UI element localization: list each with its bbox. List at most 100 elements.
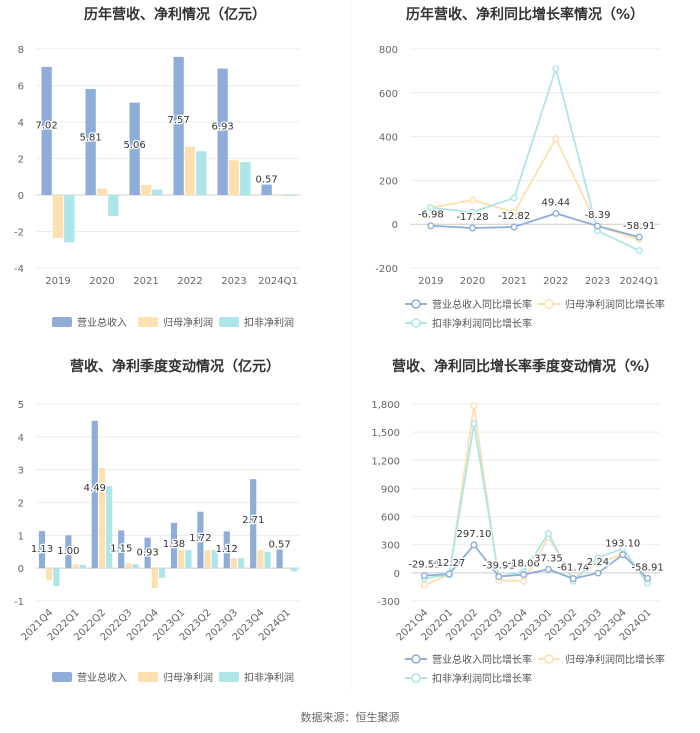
x-tick-label: 2021 (501, 276, 526, 287)
data-label: -8.39 (585, 210, 611, 221)
bar (91, 420, 98, 569)
data-label: 0.93 (136, 547, 158, 558)
series-line (430, 65, 640, 252)
bar (38, 531, 46, 569)
bar (204, 550, 211, 569)
bar (96, 188, 108, 195)
data-label: 1.00 (57, 546, 79, 557)
data-point (470, 420, 478, 428)
data-label: 1.13 (31, 544, 53, 555)
x-tick-label: 2019 (418, 276, 443, 287)
bar (125, 563, 132, 569)
bar (173, 56, 184, 195)
bar (211, 550, 218, 569)
bar (264, 551, 271, 569)
y-tick-label: 200 (379, 176, 398, 187)
data-label: 5.81 (80, 133, 102, 144)
legend-label: 扣非净利润 (244, 671, 294, 684)
data-point (593, 222, 601, 230)
bar (98, 468, 106, 569)
y-tick-label: -4 (14, 264, 24, 275)
data-label: -12.82 (498, 211, 530, 222)
y-tick-label: 600 (379, 89, 398, 100)
data-label: 1.12 (216, 544, 238, 555)
annual-revenue-profit-panel: 历年营收、净利情况（亿元） -4 -2 0 2 4 6 8 2019 2020 2021 2022 2… (0, 0, 350, 345)
bar (276, 549, 283, 569)
quarterly-revenue-profit-panel: 营收、净利季度变动情况（亿元） -1 0 1 2 3 4 5 2021Q4 2022Q1 2022… (0, 350, 350, 695)
legend-swatch (219, 317, 239, 327)
data-point (635, 246, 643, 254)
bar (65, 535, 72, 569)
bar (106, 486, 113, 569)
legend-swatch (411, 299, 421, 309)
data-point (544, 565, 552, 573)
legend-label: 营业总收入 (77, 316, 127, 329)
legend-label: 营业总收入 (77, 671, 127, 684)
y-tick-label: 5 (18, 400, 24, 411)
chart-title: 历年营收、净利同比增长率情况（%） (405, 7, 645, 23)
panel-divider (350, 0, 351, 690)
data-label: 49.44 (542, 197, 571, 208)
bar (223, 531, 230, 569)
x-tick-label: 2020 (89, 276, 114, 287)
legend-label: 归母净利润同比增长率 (565, 653, 665, 666)
legend-swatch (138, 672, 158, 682)
data-label: 7.02 (36, 121, 58, 132)
data-label: -17.28 (456, 212, 488, 223)
bar (290, 568, 298, 572)
bar (178, 550, 185, 569)
legend-label: 归母净利润同比增长率 (565, 298, 665, 311)
data-label: -18.06 (507, 559, 539, 570)
bar (118, 530, 125, 569)
y-tick-label: 800 (379, 45, 398, 56)
data-point (569, 575, 577, 583)
data-point (510, 223, 518, 231)
series-line (424, 543, 649, 580)
data-label: 37.35 (534, 553, 563, 564)
bar (52, 195, 64, 238)
y-tick-label: 400 (379, 133, 398, 144)
y-tick-label: -200 (375, 264, 398, 275)
x-tick-label: 2022 (543, 276, 568, 287)
legend-swatch (544, 654, 554, 664)
annual-growth-chart: -200 0 200 400 600 800 2019 2020 2021 2022 2023 202… (375, 45, 665, 330)
data-label: 2.24 (587, 557, 609, 568)
data-point (644, 574, 652, 582)
y-tick-label: -300 (377, 597, 400, 608)
data-label: -39.91 (483, 561, 515, 572)
legend-swatch (219, 672, 239, 682)
legend-label: 营业总收入同比增长率 (432, 298, 532, 311)
y-tick-label: 900 (381, 484, 400, 495)
data-point (594, 554, 602, 562)
legend-swatch (52, 317, 72, 327)
y-tick-label: 300 (381, 541, 400, 552)
chart-title: 营收、净利同比增长率季度变动情况（%） (391, 359, 659, 375)
quarterly-growth-chart: -30003006009001,2001,5001,8002021Q42022Q… (371, 400, 665, 685)
y-tick-label: 1,500 (371, 428, 400, 439)
data-point (552, 135, 560, 143)
data-point (468, 208, 476, 216)
y-tick-label: 1,200 (371, 456, 400, 467)
y-tick-label: 0 (394, 569, 400, 580)
data-point (468, 196, 476, 204)
bar (184, 146, 196, 195)
data-point (510, 208, 518, 216)
y-tick-label: 6 (18, 82, 24, 93)
quarterly-revenue-profit-chart: -10123452021Q42022Q12022Q22022Q32022Q420… (14, 400, 300, 684)
data-point (420, 572, 428, 580)
data-point (510, 194, 518, 202)
chart-title: 历年营收、净利情况（亿元） (84, 7, 266, 23)
data-point (594, 569, 602, 577)
legend-swatch (138, 317, 158, 327)
legend-label: 归母净利润 (163, 316, 213, 329)
legend-swatch (411, 654, 421, 664)
data-point (445, 570, 453, 578)
data-point (635, 233, 643, 241)
y-tick-label: 8 (18, 45, 24, 56)
bar (152, 189, 163, 195)
y-tick-label: 4 (18, 118, 24, 129)
data-label: -6.98 (418, 210, 444, 221)
data-label: 1.38 (163, 539, 185, 550)
x-tick-label: 2021 (133, 276, 158, 287)
